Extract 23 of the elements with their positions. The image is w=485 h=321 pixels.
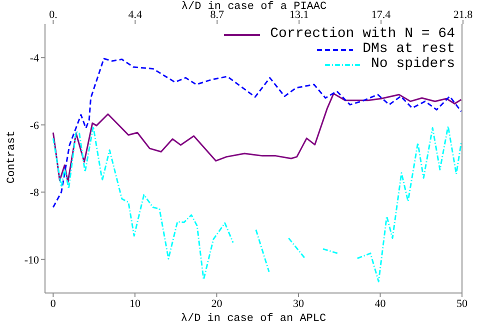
legend-label: Correction with N = 64: [270, 26, 455, 42]
x-tick-label: 50: [456, 298, 468, 310]
x2-tick-label: 13.1: [289, 9, 309, 21]
x2-tick-label: 17.4: [371, 9, 392, 21]
x2-tick-label: 8.7: [210, 9, 224, 21]
x-axis-title: λ/D in case of an APLC: [180, 313, 327, 321]
x-tick-label: 40: [374, 298, 386, 310]
legend-label: No spiders: [370, 56, 455, 72]
line-series: [52, 92, 462, 183]
line-series: [52, 58, 462, 208]
x-tick-label: 10: [129, 298, 141, 310]
y-tick-label: -8: [30, 187, 40, 200]
y-tick-label: -10: [24, 254, 40, 266]
x2-tick-label: 4.4: [128, 9, 143, 21]
y-tick-label: -4: [30, 52, 40, 65]
x-tick-label: 0: [50, 298, 56, 310]
x-tick-label: 20: [211, 298, 223, 310]
y-axis-title: Contrast: [6, 130, 18, 184]
x-tick-label: 30: [292, 298, 304, 310]
y-tick-label: -6: [30, 120, 40, 132]
x2-tick-label: 21.8: [453, 9, 474, 21]
legend-label: DMs at rest: [362, 41, 455, 57]
x2-tick-label: 0.: [49, 9, 58, 21]
